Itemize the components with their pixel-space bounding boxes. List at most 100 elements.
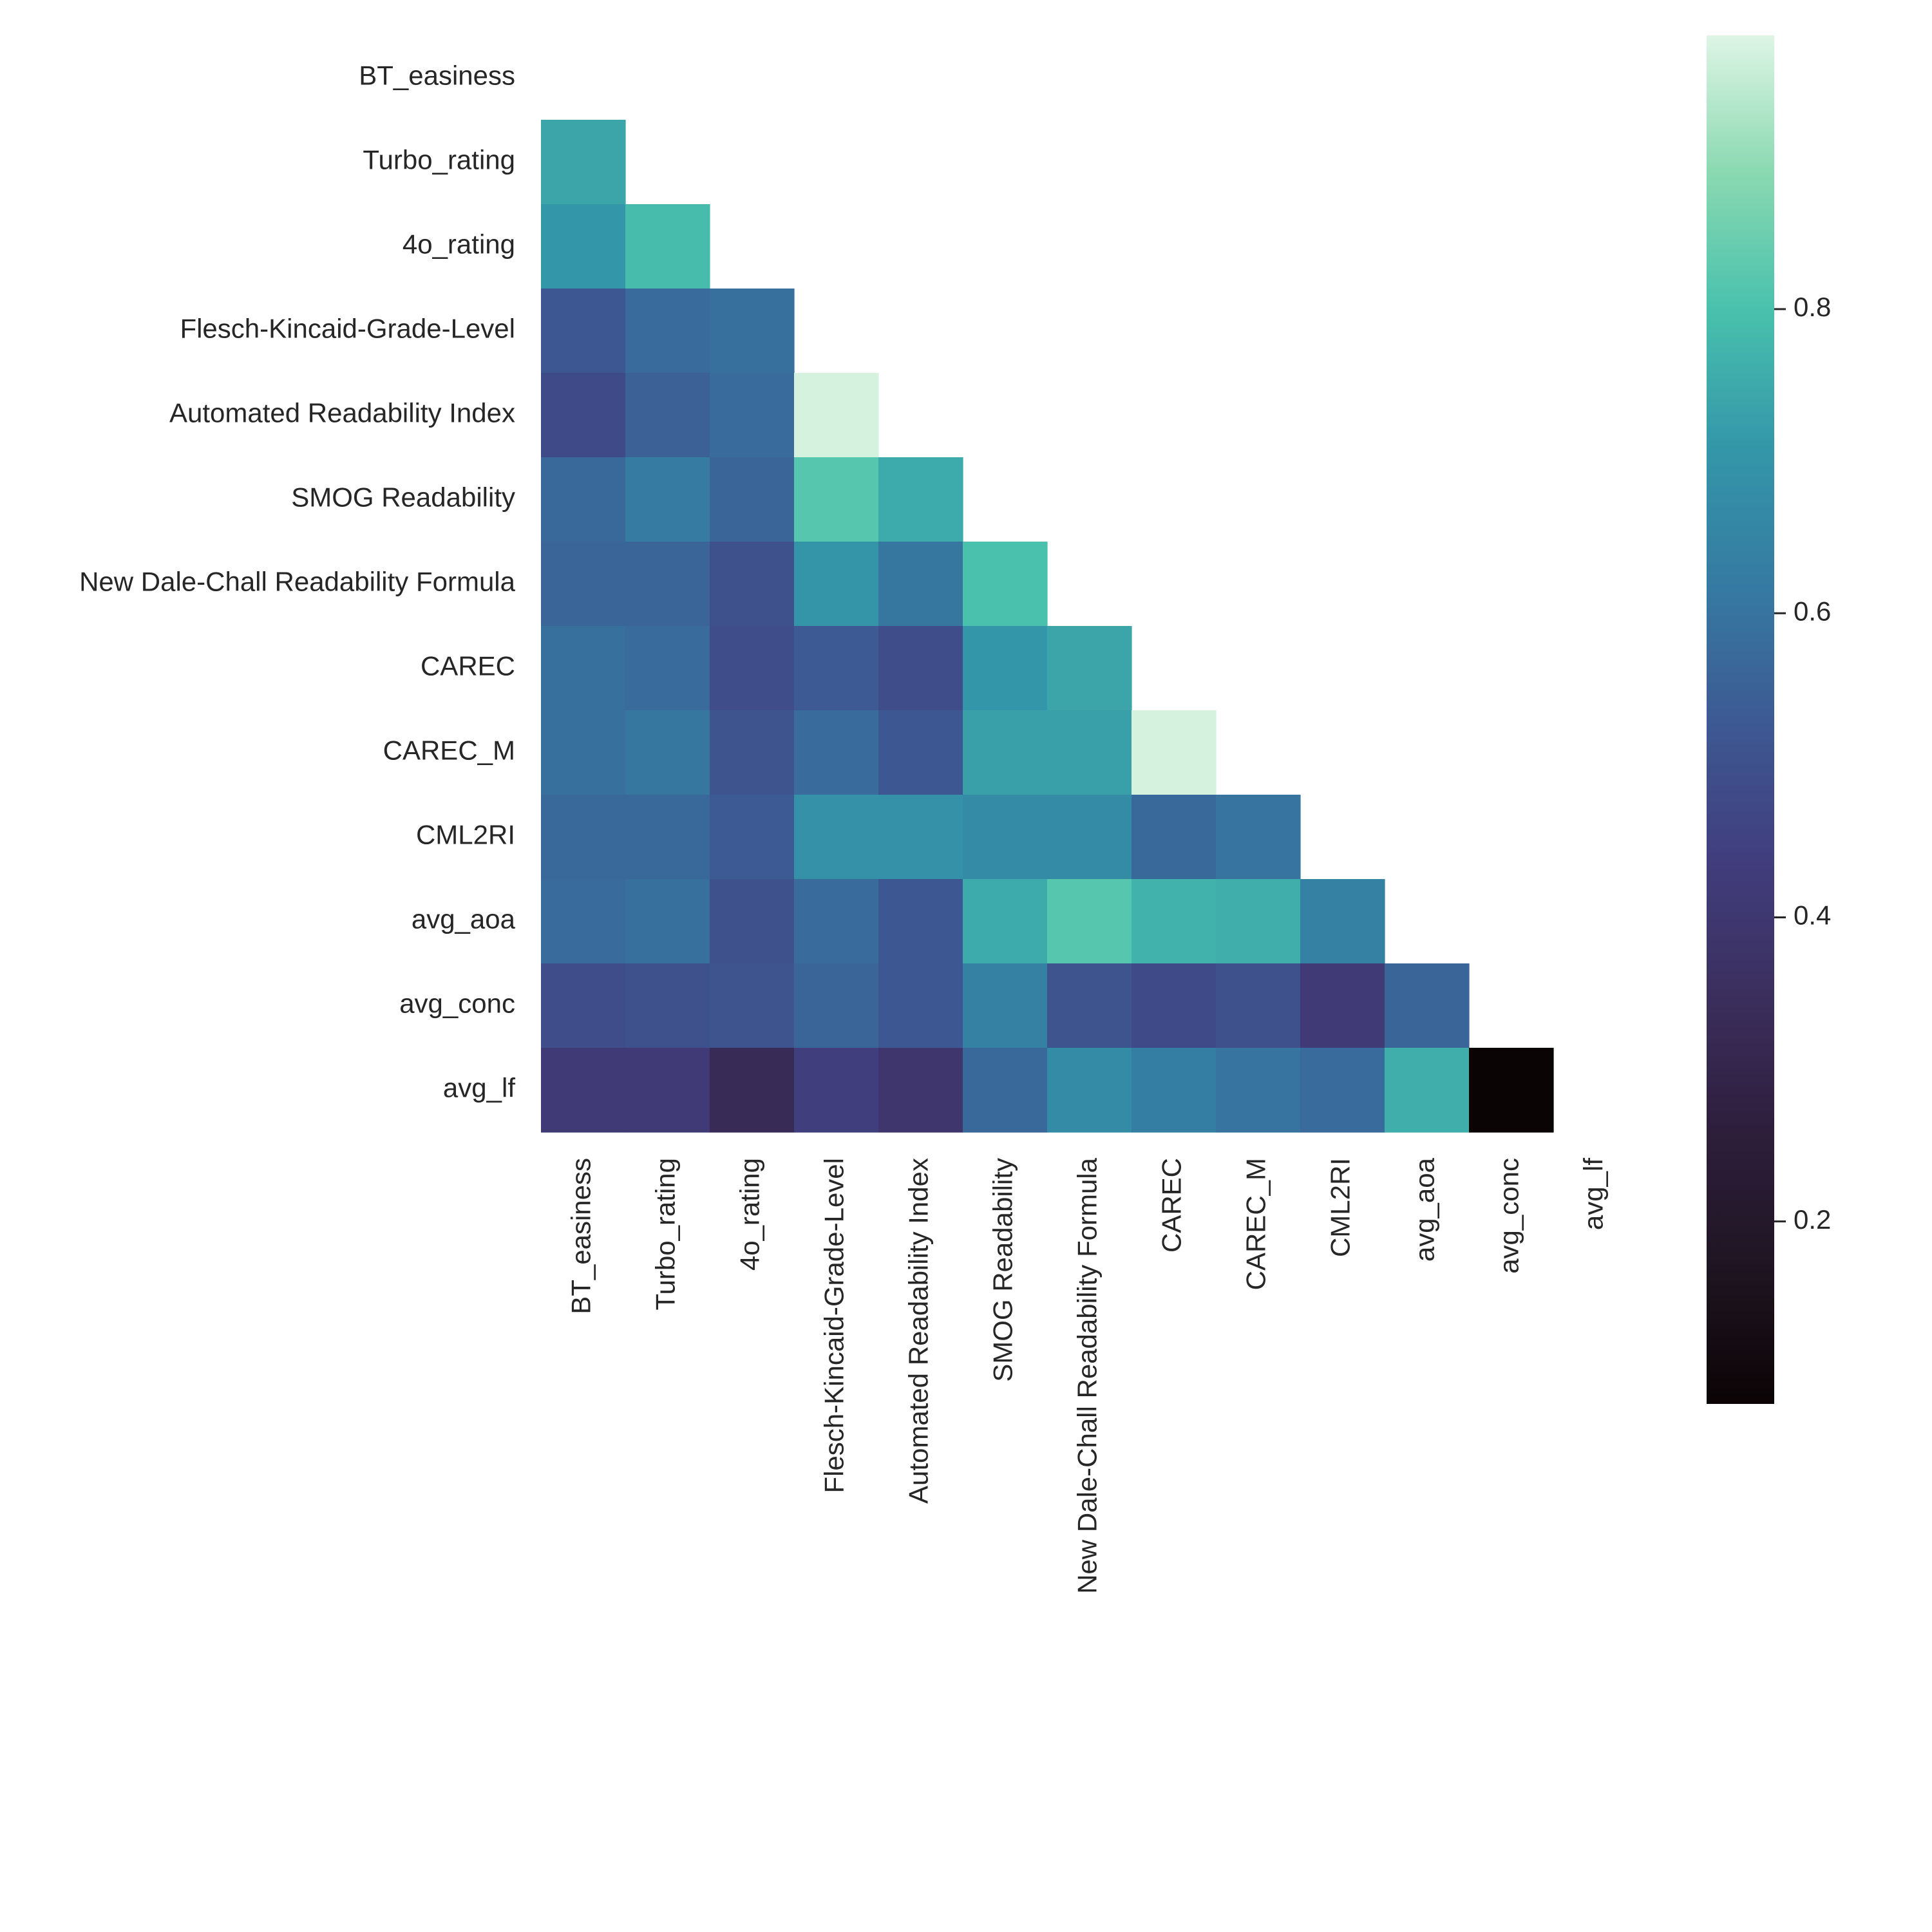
heatmap-cell [1047,963,1132,1048]
heatmap-cell [1300,879,1385,964]
heatmap-cell [1047,795,1132,880]
heatmap-cell [625,204,710,289]
heatmap-cell [625,457,710,542]
heatmap-cell [1300,963,1385,1048]
heatmap-cell [710,963,795,1048]
colorbar-tick-label: 0.2 [1794,1204,1831,1235]
heatmap-cell [625,289,710,374]
heatmap-cell [541,289,626,374]
y-tick-label: SMOG Readability [291,482,515,513]
heatmap-cell [710,373,795,458]
x-axis-tick-labels: BT_easiness Turbo_rating 4o_rating Flesch-K… [566,1157,1609,1594]
y-tick-label: 4o_rating [402,229,515,260]
heatmap-cell [1132,710,1217,795]
heatmap-cell [963,710,1048,795]
heatmap-cell [1047,626,1132,711]
heatmap-cell [794,1048,879,1133]
heatmap-cell [625,710,710,795]
heatmap-cell [541,626,626,711]
heatmap-cell [710,1048,795,1133]
x-tick-label: avg_aoa [1410,1157,1440,1262]
x-tick-label: CAREC [1157,1158,1187,1253]
x-tick-label: CAREC_M [1241,1158,1271,1290]
heatmap-cell [1132,795,1217,880]
heatmap-cell [710,879,795,964]
heatmap-cell [794,795,879,880]
y-tick-label: BT_easiness [359,61,515,91]
heatmap-cell [710,710,795,795]
heatmap-cell [794,963,879,1048]
x-tick-label: Flesch-Kincaid-Grade-Level [819,1158,849,1493]
heatmap-cell [794,457,879,542]
heatmap-cell [1300,1048,1385,1133]
x-tick-label: New Dale-Chall Readability Formula [1072,1157,1103,1594]
y-tick-label: avg_lf [443,1073,515,1103]
y-tick-label: New Dale-Chall Readability Formula [79,567,516,597]
y-tick-label: avg_aoa [412,904,516,934]
heatmap-cell [625,542,710,627]
heatmap-cell [878,795,963,880]
heatmap-cell [963,542,1048,627]
y-tick-label: CML2RI [416,820,515,850]
colorbar-tick-label: 0.8 [1794,292,1831,322]
x-tick-label: SMOG Readability [988,1158,1018,1382]
heatmap-cell [541,373,626,458]
y-tick-label: Automated Readability Index [169,398,515,428]
heatmap-cell [625,879,710,964]
heatmap-cell [1216,1048,1301,1133]
y-tick-label: Flesch-Kincaid-Grade-Level [180,314,515,344]
heatmap-cell [1216,963,1301,1048]
heatmap-cell [794,626,879,711]
heatmap-cell [541,457,626,542]
heatmap-cell [1385,1048,1470,1133]
heatmap-cell [625,795,710,880]
heatmap-cell [1469,1048,1554,1133]
y-tick-label: avg_conc [399,989,515,1019]
heatmap-cell [794,710,879,795]
x-tick-label: Automated Readability Index [904,1158,934,1504]
heatmap-cell [541,120,626,205]
colorbar-tick-label: 0.4 [1794,900,1831,931]
heatmap-cell [1132,1048,1217,1133]
x-tick-label: avg_conc [1494,1158,1524,1274]
heatmap-cell [1047,710,1132,795]
heatmap-cell [878,457,963,542]
heatmap-cell [1216,879,1301,964]
heatmap-cell [878,626,963,711]
x-tick-label: 4o_rating [735,1158,765,1271]
heatmap-cell [710,542,795,627]
heatmap-cell [963,795,1048,880]
heatmap-cell [963,879,1048,964]
heatmap-cell [878,542,963,627]
heatmap-cell [1047,879,1132,964]
heatmap-cell [625,1048,710,1133]
heatmap-cell [541,204,626,289]
heatmap-cell [963,963,1048,1048]
heatmap-cell [710,626,795,711]
heatmap-cell [878,710,963,795]
heatmap-cell [541,795,626,880]
y-tick-label: CAREC_M [383,735,515,766]
heatmap-cell [541,879,626,964]
heatmap-cell [878,963,963,1048]
colorbar-tick-label: 0.6 [1794,596,1831,626]
heatmap-cell [710,289,795,374]
colorbar-ticks: 0.2 0.4 0.6 0.8 [1774,292,1831,1235]
heatmap-cell [541,542,626,627]
heatmap-cell [541,710,626,795]
heatmap-cell [1132,879,1217,964]
colorbar [1707,35,1774,1404]
heatmap-cell [710,795,795,880]
heatmap-cell [541,963,626,1048]
heatmap-cell [794,373,879,458]
y-axis-tick-labels: BT_easiness Turbo_rating 4o_rating Flesch-K… [79,61,516,1103]
heatmap-cells [541,120,1554,1133]
heatmap-cell [794,542,879,627]
heatmap-cell [1132,963,1217,1048]
heatmap-cell [625,373,710,458]
y-tick-label: CAREC [421,651,515,681]
x-tick-label: Turbo_rating [650,1158,681,1311]
x-tick-label: CML2RI [1325,1158,1356,1257]
x-tick-label: avg_lf [1578,1158,1609,1230]
